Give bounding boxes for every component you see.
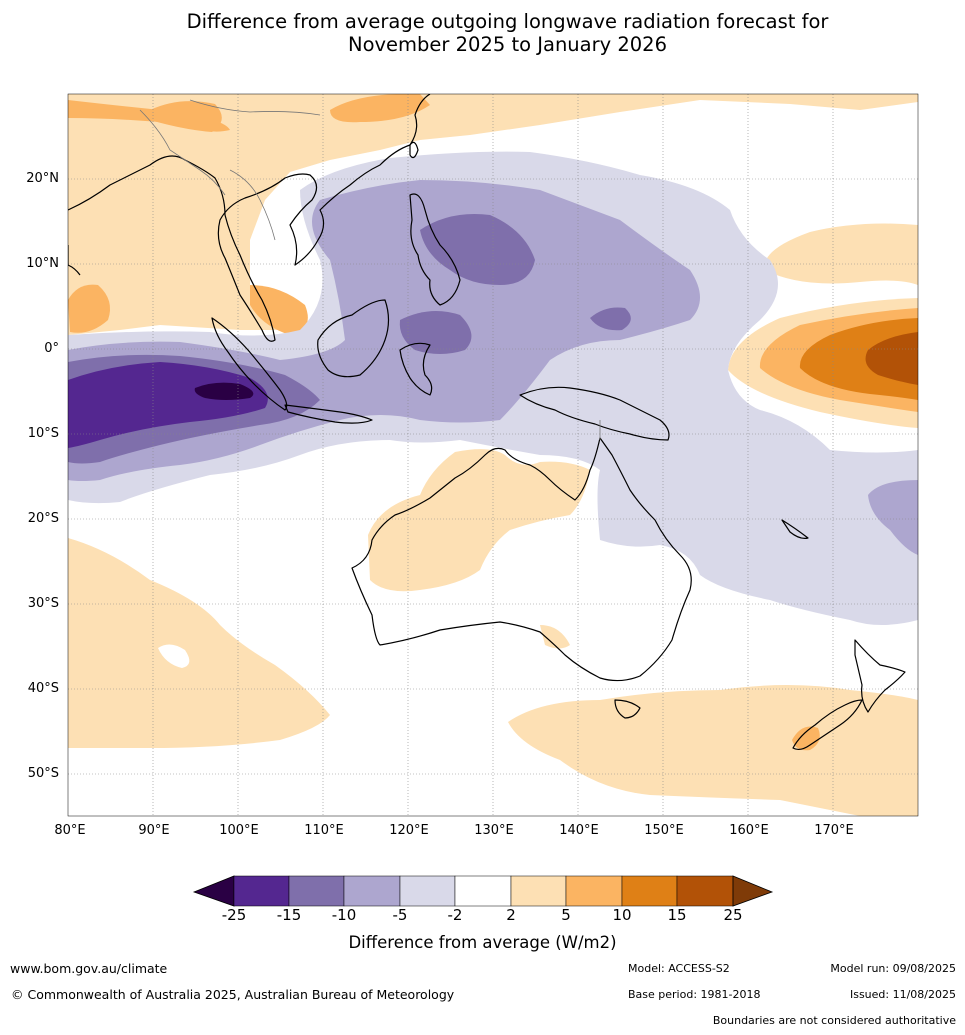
map-gridlines [68,94,918,816]
lat-label-20n: 20°N [26,171,59,186]
lat-label-40s: 40°S [27,681,59,696]
colorbar-tick-10: 10 [612,906,632,924]
colorbar-tick-m25: -25 [221,906,247,924]
colorbar-segment-6 [510,875,567,907]
colorbar-tick-m2: -2 [447,906,463,924]
colorbar-tick-m10: -10 [331,906,357,924]
anomaly-south-indian-hole [158,644,190,668]
chart-title: Difference from average outgoing longwav… [0,10,965,56]
colorbar-tick-25: 25 [723,906,743,924]
lat-label-50s: 50°S [27,766,59,781]
colorbar-segment-1 [233,875,290,907]
lon-label-110e: 110°E [304,823,344,838]
lon-label-80e: 80°E [54,823,86,838]
colorbar-segment-5 [454,875,512,907]
anomaly-southern-ocean-positive [508,685,918,816]
colorbar-arrow-high [732,875,774,907]
anomaly-north-positive [68,94,918,335]
colorbar-tick-15: 15 [667,906,687,924]
anomaly-east-strong [799,318,918,400]
anomaly-nz-moderate [792,726,820,751]
colorbar-segment-8 [621,875,678,907]
lat-label-0: 0° [44,341,59,356]
colorbar-arrow-low [192,875,235,907]
anomaly-negative-moderate-east [868,480,918,555]
borneo-coast [317,299,390,378]
new-caledonia-coast [781,519,809,539]
colorbar-segment-2 [288,875,345,907]
java-coast [284,404,373,424]
lat-label-10n: 10°N [26,256,59,271]
colorbar [192,875,774,907]
disclaimer-text: Boundaries are not considered authoritat… [712,1014,956,1027]
issued-text: Issued: 11/08/2025 [849,988,956,1001]
lat-label-30s: 30°S [27,596,59,611]
sulawesi-coast [399,342,433,396]
anomaly-australia-positive [368,449,590,592]
tasmania-coast [614,699,641,719]
colorbar-label: Difference from average (W/m2) [348,933,617,952]
coastlines [68,94,906,751]
lon-label-150e: 150°E [644,823,684,838]
anomaly-north-moderate-5 [150,101,222,132]
anomaly-negative-strong-2 [420,214,535,285]
asia-mainland-coast [68,94,431,342]
anomaly-north-moderate-2 [68,284,111,333]
colorbar-segment-3 [343,875,401,907]
philippines-coast [409,193,461,306]
colorbar-segment-9 [676,875,734,907]
anomaly-north-moderate [330,94,430,123]
model-run-text: Model run: 09/08/2025 [830,962,956,975]
lon-label-90e: 90°E [138,823,170,838]
anomaly-south-indian-positive [68,538,330,748]
sumatra-coast [211,317,288,411]
base-period-text: Base period: 1981-2018 [628,988,761,1001]
anomaly-east-positive [764,223,918,285]
new-zealand-north-coast [854,639,906,713]
title-line-1: Difference from average outgoing longwav… [186,10,829,33]
anomaly-australia-positive-2 [540,625,570,649]
colorbar-segment-7 [565,875,623,907]
anomaly-negative-extreme [194,382,254,400]
lon-label-120e: 120°E [389,823,429,838]
map-frame [67,93,919,817]
anomaly-north-moderate-3 [250,285,308,335]
lon-label-130e: 130°E [474,823,514,838]
title-line-2: November 2025 to January 2026 [348,33,667,56]
lon-label-100e: 100°E [219,823,259,838]
colorbar-tick-m5: -5 [392,906,408,924]
model-text: Model: ACCESS-S2 [628,962,730,975]
website-link[interactable]: www.bom.gov.au/climate [10,961,168,976]
anomaly-negative-strong-3 [590,307,631,331]
lon-label-170e: 170°E [814,823,854,838]
new-zealand-south-coast [792,699,863,751]
lon-label-160e: 160°E [729,823,769,838]
new-guinea-coast [519,386,670,441]
country-borders [139,99,601,440]
copyright-text: © Commonwealth of Australia 2025, Austra… [11,987,455,1002]
taiwan-coast [409,141,419,159]
colorbar-segment-4 [399,875,456,907]
anomaly-east-verystrong [865,332,918,385]
colorbar-tick-5: 5 [561,906,571,924]
lat-label-20s: 20°S [27,511,59,526]
colorbar-tick-2: 2 [506,906,516,924]
lat-label-10s: 10°S [27,426,59,441]
australia-coast [351,437,692,682]
colorbar-tick-m15: -15 [276,906,302,924]
lon-label-140e: 140°E [559,823,599,838]
